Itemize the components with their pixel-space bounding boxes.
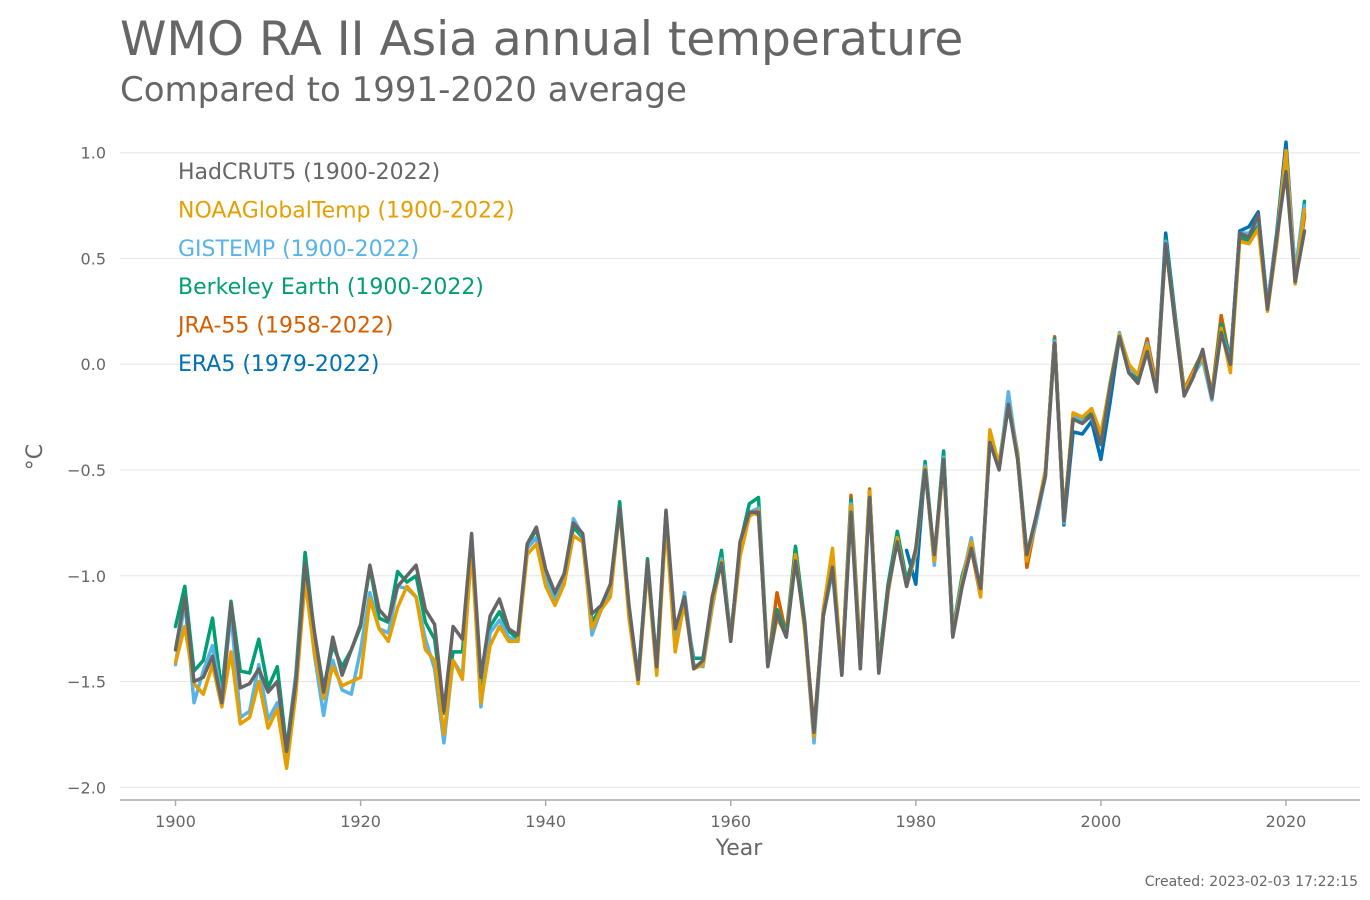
x-tick-label: 1940 — [525, 812, 566, 831]
y-tick-label: −2.0 — [67, 778, 106, 797]
legend-entry: NOAAGlobalTemp (1900-2022) — [178, 198, 515, 223]
x-tick-label: 1920 — [340, 812, 381, 831]
y-axis-label: °C — [23, 444, 48, 470]
chart-subtitle: Compared to 1991-2020 average — [120, 70, 687, 110]
y-tick-label: 0.0 — [81, 355, 106, 374]
y-tick-label: −1.5 — [67, 673, 106, 692]
created-timestamp: Created: 2023-02-03 17:22:15 — [1144, 874, 1358, 890]
legend-entry: GISTEMP (1900-2022) — [178, 237, 419, 262]
legend-entry: HadCRUT5 (1900-2022) — [178, 160, 440, 185]
x-tick-label: 2020 — [1266, 812, 1307, 831]
legend-entry: JRA-55 (1958-2022) — [176, 314, 393, 339]
legend-entry: Berkeley Earth (1900-2022) — [178, 275, 484, 300]
x-tick-label: 1900 — [155, 812, 196, 831]
y-tick-label: −1.0 — [67, 567, 106, 586]
y-tick-label: 0.5 — [81, 249, 106, 268]
chart-title: WMO RA II Asia annual temperature — [120, 12, 964, 67]
series-line-jra55 — [710, 155, 1307, 730]
x-tick-label: 1980 — [895, 812, 936, 831]
x-axis-label: Year — [715, 836, 764, 861]
x-tick-label: 1960 — [710, 812, 751, 831]
legend: HadCRUT5 (1900-2022) NOAAGlobalTemp (1900… — [176, 160, 515, 377]
y-axis-ticks: 1.0 0.5 0.0 −0.5 −1.0 −1.5 −2.0 — [67, 144, 106, 798]
x-tick-label: 2000 — [1081, 812, 1122, 831]
x-axis: 1900 1920 1940 1960 1980 2000 2020 — [120, 799, 1360, 831]
y-tick-label: −0.5 — [67, 461, 106, 480]
legend-entry: ERA5 (1979-2022) — [178, 352, 379, 377]
y-tick-label: 1.0 — [81, 144, 106, 163]
series-line-hadcrut5 — [173, 169, 1307, 754]
series-lines — [173, 140, 1307, 771]
